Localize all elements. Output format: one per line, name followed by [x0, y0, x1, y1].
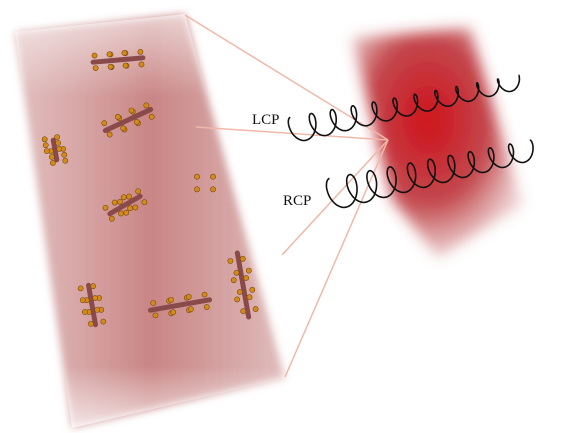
atom — [233, 269, 240, 276]
atom — [227, 258, 234, 264]
atom — [102, 204, 109, 211]
molecule-rod — [86, 282, 98, 328]
atom — [123, 209, 130, 216]
helix — [325, 139, 534, 209]
atom — [236, 289, 243, 295]
atom — [117, 198, 123, 205]
atom — [114, 113, 121, 120]
atom — [54, 134, 61, 140]
atom — [121, 50, 128, 56]
atom — [42, 142, 49, 149]
ray — [284, 139, 389, 378]
atom — [188, 306, 194, 313]
lcp-label: LCP — [252, 112, 280, 128]
rcp-label: RCP — [283, 193, 311, 209]
atom — [194, 173, 200, 180]
atom — [143, 102, 150, 109]
ray — [281, 139, 389, 256]
molecule-rod — [107, 193, 143, 217]
helix — [287, 74, 521, 142]
atom — [185, 293, 192, 300]
atom — [240, 308, 247, 315]
atom — [126, 193, 132, 200]
atom — [88, 320, 94, 327]
atom — [77, 285, 84, 292]
atom — [55, 140, 62, 146]
atom — [170, 309, 177, 316]
molecule-rod — [102, 106, 154, 134]
atom — [79, 297, 86, 304]
atom — [152, 312, 159, 319]
atom — [48, 154, 55, 160]
atom — [203, 304, 210, 310]
molecules — [41, 48, 259, 328]
atom — [138, 61, 145, 68]
atom — [92, 295, 99, 301]
atom — [210, 173, 216, 180]
atom — [246, 294, 253, 301]
atom — [100, 318, 107, 325]
atom — [210, 186, 216, 193]
atom — [120, 194, 127, 201]
atom — [239, 255, 246, 262]
molecule-rod — [90, 55, 146, 65]
atom — [243, 275, 250, 281]
atom — [111, 199, 118, 206]
atom — [132, 204, 139, 211]
atom — [148, 113, 155, 120]
molecule-rod — [50, 137, 60, 163]
atom — [49, 160, 56, 166]
atom — [101, 120, 108, 127]
molecule-rod — [234, 250, 252, 320]
atom — [43, 148, 50, 154]
atom — [245, 267, 252, 274]
atom — [90, 283, 96, 290]
atom — [137, 48, 144, 55]
light-box — [352, 28, 522, 258]
atom — [94, 306, 101, 313]
atom — [135, 188, 142, 195]
slab-fade — [15, 14, 285, 428]
atom — [81, 309, 88, 315]
atom — [56, 146, 63, 152]
atom — [168, 296, 174, 303]
atom — [230, 277, 237, 284]
atom — [128, 107, 135, 114]
atom — [41, 136, 48, 143]
atom — [107, 63, 114, 70]
molecule-rod — [147, 297, 213, 313]
atom — [108, 215, 115, 222]
sample-slab — [15, 14, 285, 428]
atom — [249, 286, 256, 293]
atom — [252, 306, 259, 312]
atom — [194, 186, 200, 193]
atom — [234, 296, 241, 303]
atom — [127, 205, 133, 212]
atom — [106, 131, 113, 138]
atom — [118, 210, 124, 217]
atom — [62, 157, 69, 164]
atom — [106, 51, 113, 58]
box-body — [352, 28, 522, 258]
atom — [141, 199, 148, 206]
ray — [184, 14, 389, 141]
atom — [133, 119, 140, 125]
atom — [201, 291, 208, 298]
atom — [120, 125, 127, 132]
atom — [150, 300, 157, 306]
waves — [287, 74, 534, 209]
atom — [92, 65, 99, 72]
atom — [91, 52, 98, 59]
atom — [61, 151, 68, 158]
atom — [122, 62, 129, 69]
